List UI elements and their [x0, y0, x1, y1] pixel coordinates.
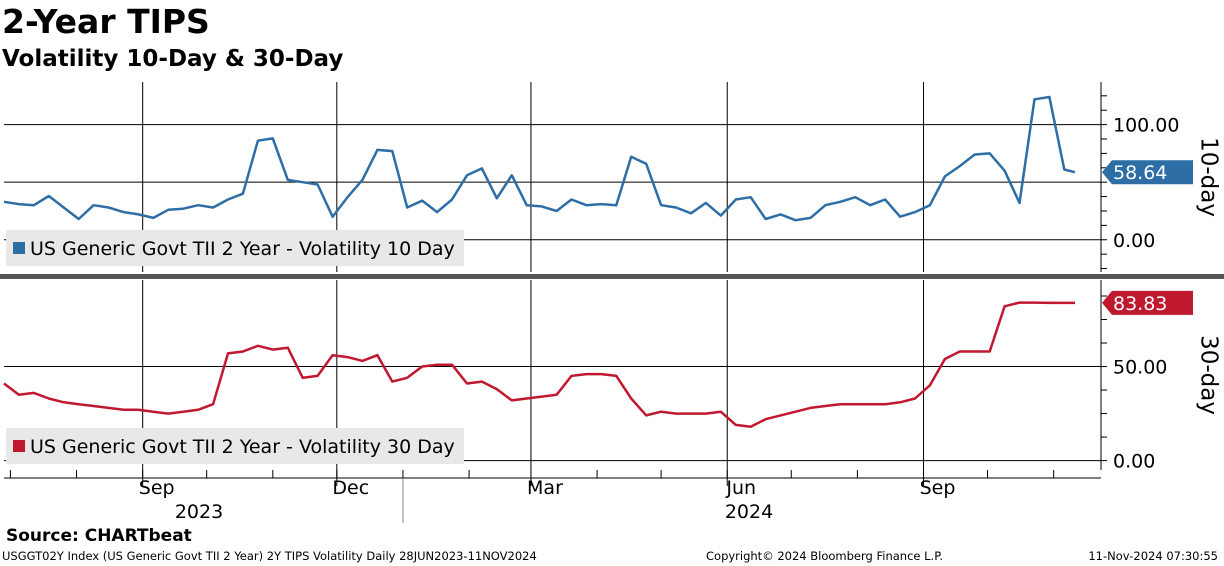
x-tick-label: Jun: [725, 477, 756, 499]
panel-side-label: 10-day: [1196, 137, 1222, 217]
last-value-tag: [1102, 160, 1193, 185]
x-tick-label: Sep: [920, 477, 956, 499]
y-tick-label: 100.00: [1113, 115, 1179, 137]
x-year-label: 2023: [175, 501, 223, 523]
last-value-label: 58.64: [1113, 162, 1167, 184]
panel-bottom: 0.00 50.00 US Generic Govt TII 2 Year - Vo…: [3, 280, 1222, 473]
y-tick-label: 0.00: [1113, 230, 1155, 252]
source-note: Source: CHARTbeat: [6, 526, 192, 546]
x-tick-label: Dec: [332, 477, 369, 499]
series-line-top: [3, 95, 1076, 222]
legend-label: US Generic Govt TII 2 Year - Volatility …: [30, 436, 455, 458]
panel-top: 0.00 100.00 US Generic Govt TII 2 Year - V…: [3, 82, 1222, 272]
chart-title: 2-Year TIPS: [2, 2, 210, 41]
x-tick-label: Mar: [527, 477, 563, 499]
y-tick-label: 0.00: [1113, 451, 1155, 473]
footer-copyright: Copyright© 2024 Bloomberg Finance L.P.: [706, 549, 943, 563]
last-value-label: 83.83: [1113, 293, 1167, 315]
legend-swatch: [13, 440, 25, 452]
legend-box: [6, 428, 464, 464]
legend-swatch: [13, 242, 25, 254]
footer-ticker-info: USGGT02Y Index (US Generic Govt TII 2 Ye…: [2, 549, 537, 563]
chart-subtitle: Volatility 10-Day & 30-Day: [2, 46, 344, 72]
legend-box: [6, 230, 464, 266]
panel-side-label: 30-day: [1196, 335, 1222, 415]
panel-divider: [0, 274, 1224, 279]
series-line-bottom: [3, 301, 1075, 428]
footer-timestamp: 11-Nov-2024 07:30:55: [1088, 549, 1218, 563]
x-tick-label: Sep: [139, 477, 175, 499]
last-value-tag: [1102, 290, 1193, 315]
legend-label: US Generic Govt TII 2 Year - Volatility …: [30, 238, 455, 260]
x-year-label: 2024: [725, 501, 773, 523]
y-tick-label: 50.00: [1113, 357, 1167, 379]
